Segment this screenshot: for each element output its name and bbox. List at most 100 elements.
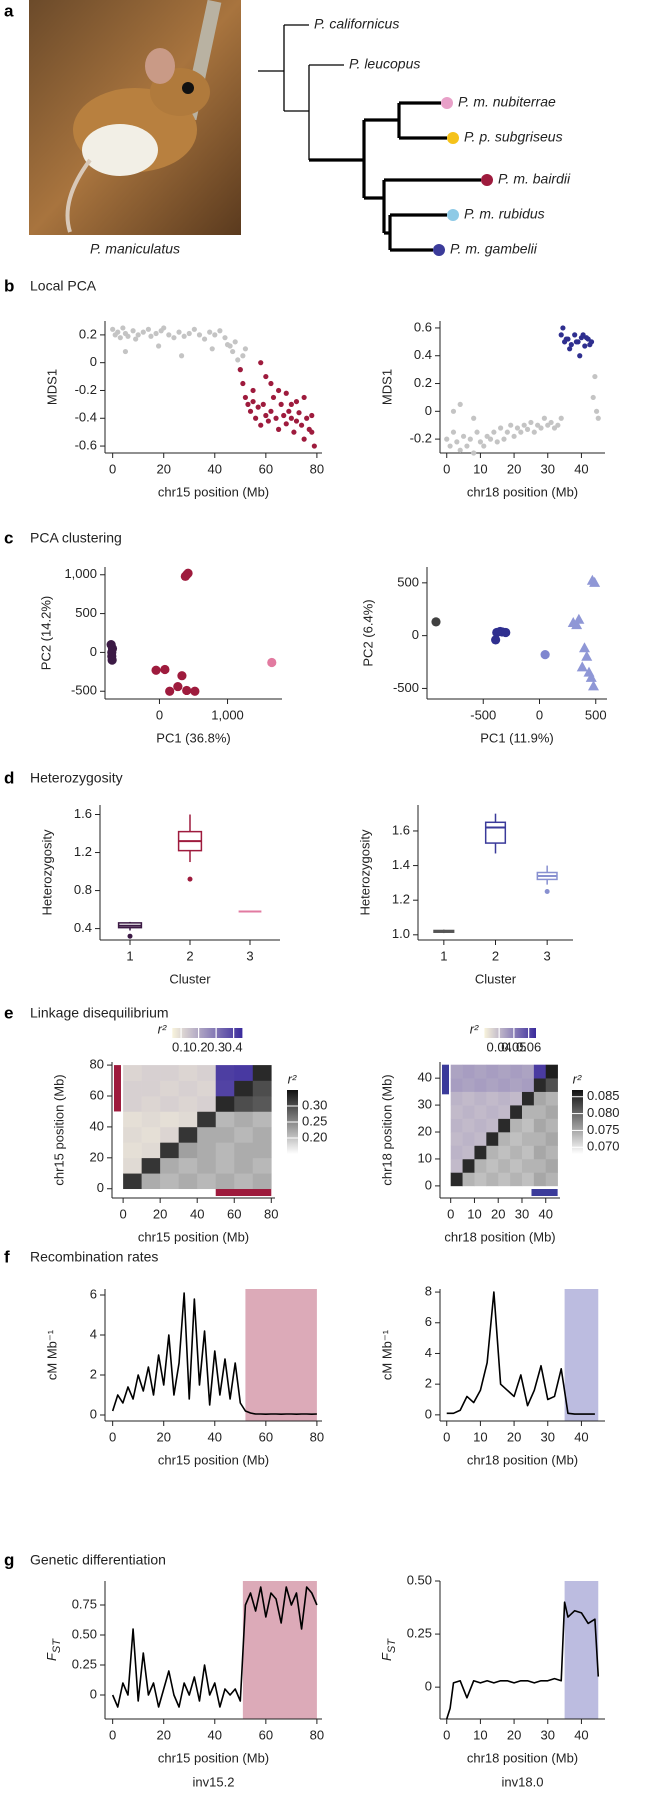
taxon-dot	[441, 97, 453, 109]
x-tick-label: 20	[153, 1206, 167, 1221]
y-tick-label: 0	[425, 1406, 432, 1421]
ld-cell	[533, 1158, 547, 1173]
point	[268, 380, 274, 387]
point	[176, 329, 182, 335]
colorbar-tick-label: 0.25	[302, 1113, 327, 1128]
point	[521, 422, 527, 428]
ld-cell	[486, 1145, 499, 1160]
ld-cell	[234, 1126, 254, 1143]
y-tick-label: 500	[75, 605, 97, 620]
colorbar-label: r²	[573, 1071, 582, 1086]
point	[186, 330, 192, 337]
ld-cell	[462, 1158, 475, 1173]
point	[538, 425, 544, 431]
ld-cell	[474, 1158, 487, 1173]
panel-title: PCA clustering	[30, 530, 122, 546]
ld-cell	[178, 1065, 198, 1081]
outlier	[544, 889, 550, 895]
point	[107, 655, 117, 665]
point	[288, 415, 294, 421]
ld-cell	[141, 1126, 161, 1143]
point	[511, 433, 517, 439]
point	[232, 339, 238, 345]
ld-cell	[234, 1080, 254, 1097]
ld-cell	[178, 1126, 198, 1143]
box	[484, 821, 507, 844]
x-tick-label: 3	[246, 948, 253, 963]
point	[140, 329, 146, 335]
ld-cell	[160, 1080, 179, 1097]
panel-title: Recombination rates	[30, 1249, 158, 1265]
y-axis-label: FST	[379, 1638, 397, 1661]
y-tick-label: 0	[425, 1679, 432, 1694]
mouse-ear	[145, 48, 175, 84]
point	[224, 342, 231, 348]
chart: -500 0 500 1,000 0 1,000 PC1 (36.8%) PC2 (14.2%…	[38, 566, 282, 745]
ld-cell	[486, 1078, 499, 1092]
y-tick-label: 40	[90, 1118, 104, 1133]
chart: -500 0 500 -500 0 500 PC1 (11.9%) PC2 (6.4%)	[360, 567, 607, 745]
point	[286, 408, 292, 414]
ld-cell	[498, 1105, 511, 1119]
point	[558, 332, 564, 338]
ld-cell	[215, 1173, 235, 1190]
x-tick-label: 80	[310, 461, 324, 476]
point	[217, 328, 223, 334]
point	[207, 329, 213, 335]
ld-cell	[123, 1173, 142, 1190]
point	[588, 680, 599, 691]
x-tick-label: 0	[109, 1429, 116, 1444]
ld-cell	[197, 1142, 217, 1159]
point	[431, 617, 441, 627]
point	[115, 329, 121, 335]
y-tick-label: 1,000	[64, 566, 97, 581]
point	[528, 419, 534, 426]
point	[209, 346, 215, 352]
y-tick-label: 4	[90, 1326, 97, 1341]
y-tick-label: 0.25	[72, 1656, 97, 1671]
point	[270, 394, 277, 401]
colorbar-label: r²	[288, 1071, 297, 1086]
line	[111, 1586, 318, 1708]
line	[111, 1292, 317, 1415]
colorbar-tick-label: 0.2	[190, 1039, 208, 1054]
point	[487, 436, 494, 442]
colorbar-label: r²	[470, 1021, 479, 1036]
colorbar-tick-label: 0.070	[587, 1139, 620, 1154]
point	[568, 342, 574, 348]
point	[276, 387, 282, 394]
y-tick-label: -0.2	[410, 431, 432, 446]
ld-cell	[197, 1065, 217, 1081]
ld-cell	[498, 1118, 511, 1133]
x-tick-label: 60	[259, 1429, 273, 1444]
ld-cell	[123, 1111, 142, 1128]
point	[311, 443, 317, 449]
x-tick-label: 3	[544, 948, 551, 963]
ld-cell	[450, 1078, 463, 1092]
ld-cell	[160, 1173, 179, 1190]
ld-cell	[474, 1118, 487, 1133]
colorbar	[172, 1028, 243, 1038]
ld-cell	[474, 1172, 487, 1187]
point	[260, 401, 266, 407]
point	[165, 686, 175, 696]
ld-cell	[533, 1078, 547, 1092]
y-tick-label: 0	[412, 627, 419, 642]
inversion-bar	[215, 1189, 272, 1196]
point	[242, 346, 249, 352]
point	[196, 332, 203, 338]
ld-cell	[234, 1142, 254, 1159]
y-axis-label: Heterozygosity	[39, 829, 54, 915]
y-tick-label: 6	[425, 1314, 432, 1329]
ld-cell	[178, 1157, 198, 1174]
point	[191, 326, 197, 332]
y-axis-label: PC2 (6.4%)	[360, 599, 375, 666]
point	[481, 443, 487, 449]
ld-cell	[450, 1145, 463, 1160]
x-tick-label: 0	[119, 1206, 126, 1221]
chart: -0.6 -0.4 -0.2 0 0.2 0 20 40 60 80 chr15 position …	[44, 321, 324, 499]
point	[585, 671, 597, 682]
colorbar-tick-label: 0.30	[302, 1097, 327, 1112]
y-tick-label: 60	[90, 1087, 104, 1102]
panel-label: e	[4, 1003, 13, 1022]
